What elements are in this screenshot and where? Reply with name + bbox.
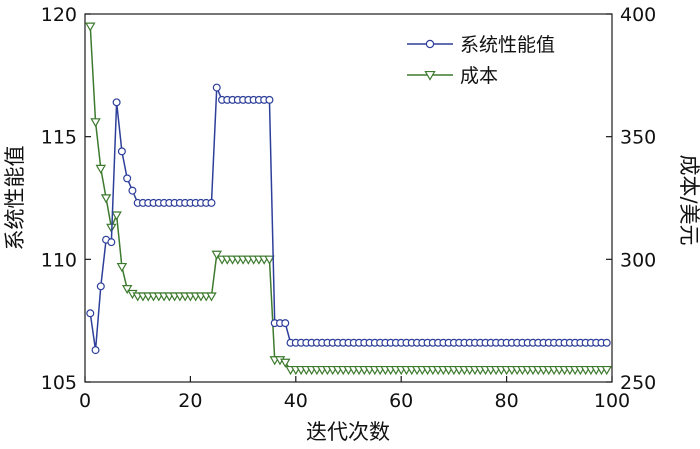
data-point-performance <box>123 174 132 183</box>
data-point-cost <box>280 358 291 368</box>
data-point-performance <box>86 309 95 318</box>
series-layer <box>85 22 612 376</box>
right-y-tick-label: 350 <box>620 127 656 149</box>
legend-triangle-icon <box>424 70 436 81</box>
data-point-cost <box>211 250 222 260</box>
data-point-cost <box>206 292 217 302</box>
data-point-cost <box>95 164 107 174</box>
plot-area-frame <box>84 13 613 383</box>
series-performance <box>86 83 611 355</box>
series-cost <box>85 22 612 376</box>
data-point-performance <box>265 95 274 104</box>
right-y-axis-title: 成本/美元 <box>677 154 700 245</box>
right-y-tick-label: 300 <box>620 249 656 271</box>
data-point-performance <box>107 238 116 247</box>
x-axis-ticks: 0 20 40 60 80 100 <box>79 376 630 412</box>
data-point-cost <box>264 255 275 265</box>
data-point-performance <box>128 186 137 195</box>
data-point-performance <box>96 282 105 291</box>
series-line-performance <box>89 87 607 351</box>
left-y-axis-title: 系统性能值 <box>3 146 27 251</box>
legend-label-cost: 成本 <box>460 65 498 87</box>
left-y-tick-label: 115 <box>41 127 77 149</box>
x-tick-label: 60 <box>389 390 413 412</box>
data-point-cost <box>111 211 122 221</box>
x-tick-label: 100 <box>594 390 630 412</box>
right-y-tick-label: 400 <box>620 4 656 26</box>
x-axis-title: 迭代次数 <box>306 420 390 444</box>
x-tick-label: 20 <box>178 390 202 412</box>
right-y-tick-label: 250 <box>620 372 656 394</box>
x-tick-label: 80 <box>495 390 519 412</box>
data-point-cost <box>121 285 133 295</box>
data-point-performance <box>112 98 121 107</box>
legend-circle-icon <box>425 39 435 49</box>
series-line-cost <box>89 26 607 371</box>
left-y-tick-label: 120 <box>41 4 77 26</box>
data-point-cost <box>85 22 96 32</box>
data-point-performance <box>602 338 611 347</box>
data-point-cost <box>90 118 101 128</box>
legend-marker-cost <box>424 70 436 81</box>
data-point-cost <box>116 262 128 273</box>
data-point-performance <box>117 147 126 156</box>
data-point-cost <box>100 194 112 204</box>
data-point-performance <box>207 198 216 207</box>
data-point-cost <box>601 365 612 376</box>
data-point-performance <box>281 319 290 328</box>
left-y-axis-ticks: 105 110 115 120 <box>41 4 91 394</box>
data-point-performance <box>212 83 221 92</box>
left-y-tick-label: 110 <box>41 249 77 271</box>
legend: 系统性能值 成本 <box>407 34 555 87</box>
x-tick-label: 40 <box>284 390 308 412</box>
legend-marker-performance <box>425 39 435 49</box>
right-y-axis-ticks: 250 300 350 400 <box>606 4 656 394</box>
data-point-performance <box>91 346 100 355</box>
x-tick-label: 0 <box>79 390 91 412</box>
left-y-tick-label: 105 <box>41 372 77 394</box>
legend-label-performance: 系统性能值 <box>460 34 555 56</box>
